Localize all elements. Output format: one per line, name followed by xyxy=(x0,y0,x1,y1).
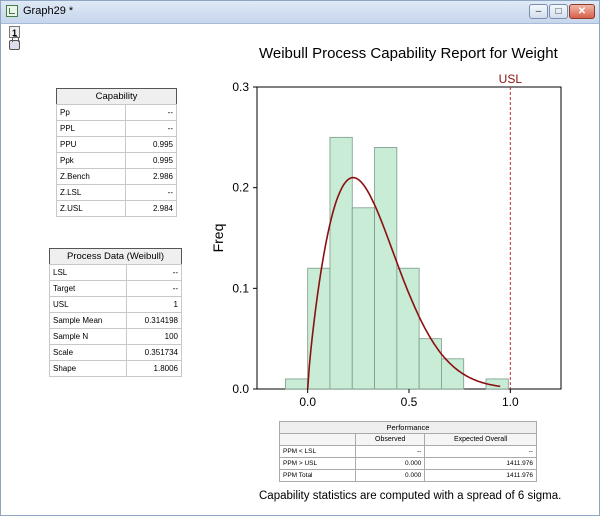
histogram-bar xyxy=(396,267,420,390)
y-tick-label: 0.0 xyxy=(232,382,249,396)
capability-table: Capability Pp -- PPL -- PPU 0.995 Ppk 0.995 Z.Be… xyxy=(55,88,177,217)
performance-expected: 1411.976 xyxy=(424,457,537,470)
performance-col-observed: Observed xyxy=(355,433,426,446)
performance-label: PPM Total xyxy=(278,469,357,482)
process-data-table: Process Data (Weibull) LSL -- Target -- USL 1… xyxy=(49,248,183,377)
histogram-bar xyxy=(418,338,442,390)
capability-header: Capability xyxy=(56,88,177,104)
performance-col-expected: Expected Overall xyxy=(424,433,537,446)
capability-value: 2.986 xyxy=(125,168,177,185)
capability-label: Z.USL xyxy=(55,200,127,217)
lock-icon[interactable] xyxy=(9,36,20,50)
process-data-value: 1.8006 xyxy=(125,360,183,377)
process-data-label: Shape xyxy=(49,360,127,377)
capability-value: 2.984 xyxy=(125,200,177,217)
performance-row: PPM Total 0.000 1411.976 xyxy=(278,469,537,482)
histogram-bar xyxy=(284,378,309,390)
performance-expected: -- xyxy=(424,445,537,458)
performance-label: PPM < LSL xyxy=(278,445,357,458)
performance-label: PPM > USL xyxy=(278,457,357,470)
x-tick-label: 1.0 xyxy=(502,395,519,409)
histogram-bar xyxy=(374,146,398,390)
capability-row: PPU 0.995 xyxy=(55,136,177,153)
window-titlebar[interactable]: Graph29 * – □ ✕ xyxy=(1,1,599,24)
maximize-button[interactable]: □ xyxy=(549,4,568,19)
performance-table: Performance Observed Expected Overall PP… xyxy=(278,421,537,482)
capability-row: Z.USL 2.984 xyxy=(55,200,177,217)
process-data-header: Process Data (Weibull) xyxy=(49,248,182,264)
performance-observed: -- xyxy=(355,445,426,458)
x-tick-label: 0.0 xyxy=(299,395,316,409)
y-tick-label: 0.3 xyxy=(232,80,249,94)
performance-observed: 0.000 xyxy=(355,457,426,470)
process-data-row: Shape 1.8006 xyxy=(49,360,183,377)
capability-row: Pp -- xyxy=(55,104,177,121)
performance-row: PPM < LSL -- -- xyxy=(278,445,537,458)
performance-corner-cell xyxy=(278,433,357,446)
graph-window-icon xyxy=(6,5,18,17)
x-tick-label: 0.5 xyxy=(401,395,418,409)
y-tick-label: 0.1 xyxy=(232,281,249,295)
weibull-fit-curve xyxy=(306,176,501,390)
footnote: Capability statistics are computed with … xyxy=(259,490,562,502)
performance-row: PPM > USL 0.000 1411.976 xyxy=(278,457,537,470)
minimize-button[interactable]: – xyxy=(529,4,548,19)
capability-row: Z.Bench 2.986 xyxy=(55,168,177,185)
close-button[interactable]: ✕ xyxy=(569,4,595,19)
performance-title: Performance xyxy=(279,421,537,434)
y-axis-label: Freq xyxy=(210,224,226,253)
process-data-value: 0.314198 xyxy=(125,312,183,329)
histogram-bar xyxy=(441,358,465,390)
usl-label: USL xyxy=(499,72,523,86)
capability-row: Ppk 0.995 xyxy=(55,152,177,169)
histogram-bar xyxy=(351,207,375,390)
process-data-row: LSL -- xyxy=(49,264,183,281)
window-title: Graph29 * xyxy=(23,5,74,17)
performance-expected: 1411.976 xyxy=(424,469,537,482)
performance-observed: 0.000 xyxy=(355,469,426,482)
y-tick-label: 0.2 xyxy=(232,181,249,195)
graph-title: Weibull Process Capability Report for We… xyxy=(259,45,558,62)
histogram-bar xyxy=(329,136,353,390)
